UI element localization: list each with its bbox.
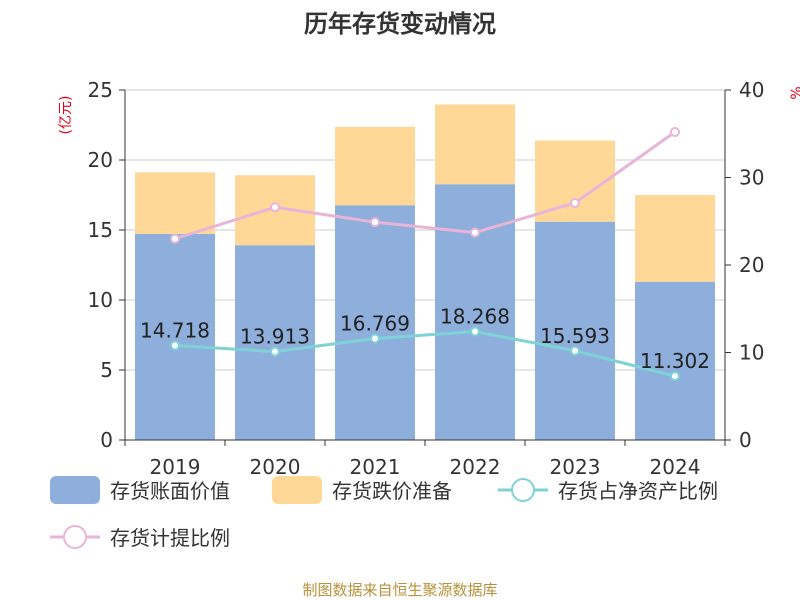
left-axis-unit: (亿元) xyxy=(58,96,74,135)
left-tick-label: 0 xyxy=(100,428,113,452)
point-provision-ratio xyxy=(370,217,380,228)
point-inventory-to-net-assets xyxy=(270,346,280,357)
point-provision-ratio xyxy=(470,227,480,238)
right-tick-label: 0 xyxy=(739,428,752,452)
legend-swatch xyxy=(272,476,322,504)
bar-inventory-book-value xyxy=(235,245,315,440)
data-label: 11.302 xyxy=(640,349,710,373)
left-tick-label: 5 xyxy=(100,358,113,382)
bar-inventory-impairment xyxy=(335,126,415,206)
line-provision-ratio xyxy=(174,130,676,241)
data-labels: 14.718 13.913 16.769 18.268 15.593 11.302 xyxy=(140,305,710,374)
right-tick-label: 30 xyxy=(739,166,764,190)
left-tick-label: 10 xyxy=(88,288,113,312)
right-tick-label: 40 xyxy=(739,78,764,102)
bar-inventory-book-value xyxy=(335,205,415,440)
bar-inventory-book-value xyxy=(635,281,715,440)
data-label: 18.268 xyxy=(440,305,510,329)
data-label: 16.769 xyxy=(340,312,410,336)
x-tick-label: 2023 xyxy=(550,455,601,479)
bar-inventory-impairment xyxy=(135,172,215,234)
source-note: 制图数据来自恒生聚源数据库 xyxy=(302,581,497,599)
x-tick-label: 2022 xyxy=(450,455,501,479)
left-tick-label: 15 xyxy=(88,218,113,242)
x-tick-label: 2019 xyxy=(150,455,201,479)
point-inventory-to-net-assets xyxy=(670,371,680,382)
point-provision-ratio xyxy=(570,197,580,208)
right-tick-label: 10 xyxy=(739,341,764,365)
bar-inventory-impairment xyxy=(635,194,715,282)
data-label: 13.913 xyxy=(240,325,310,349)
line-inventory-to-net-assets xyxy=(174,329,676,378)
point-provision-ratio xyxy=(170,233,180,244)
left-tick-label: 20 xyxy=(88,148,113,172)
legend-swatch xyxy=(50,476,100,504)
lines xyxy=(170,127,680,382)
point-provision-ratio xyxy=(670,127,680,137)
point-inventory-to-net-assets xyxy=(370,333,380,344)
point-inventory-to-net-assets xyxy=(170,340,180,351)
legend-label: 存货账面价值 xyxy=(110,479,230,503)
legend-label: 存货占净资产比例 xyxy=(558,479,718,503)
x-tick-label: 2021 xyxy=(350,455,401,479)
data-label: 14.718 xyxy=(140,319,210,343)
x-tick-label: 2020 xyxy=(250,455,301,479)
chart-title: 历年存货变动情况 xyxy=(304,10,496,38)
point-provision-ratio xyxy=(270,202,280,213)
left-tick-label: 25 xyxy=(88,78,113,102)
axes: 0 5 10 15 20 25 0 10 20 30 40 (亿元)% 2019 2020 2021 2022… xyxy=(58,78,800,479)
legend-marker xyxy=(511,478,535,502)
right-tick-label: 20 xyxy=(739,253,764,277)
bar-inventory-impairment xyxy=(435,104,515,185)
right-axis-unit: % xyxy=(789,86,800,99)
bar-inventory-impairment xyxy=(535,140,615,222)
legend-marker xyxy=(63,525,87,549)
legend-label: 存货计提比例 xyxy=(110,526,230,550)
x-tick-label: 2024 xyxy=(650,455,701,479)
legend-label: 存货跌价准备 xyxy=(332,479,452,503)
bar-inventory-book-value xyxy=(135,233,215,440)
data-label: 15.593 xyxy=(540,324,610,348)
bar-inventory-book-value xyxy=(535,221,615,440)
bars xyxy=(135,104,715,440)
point-inventory-to-net-assets xyxy=(570,345,580,356)
point-inventory-to-net-assets xyxy=(470,326,480,337)
bar-inventory-book-value xyxy=(435,184,515,440)
